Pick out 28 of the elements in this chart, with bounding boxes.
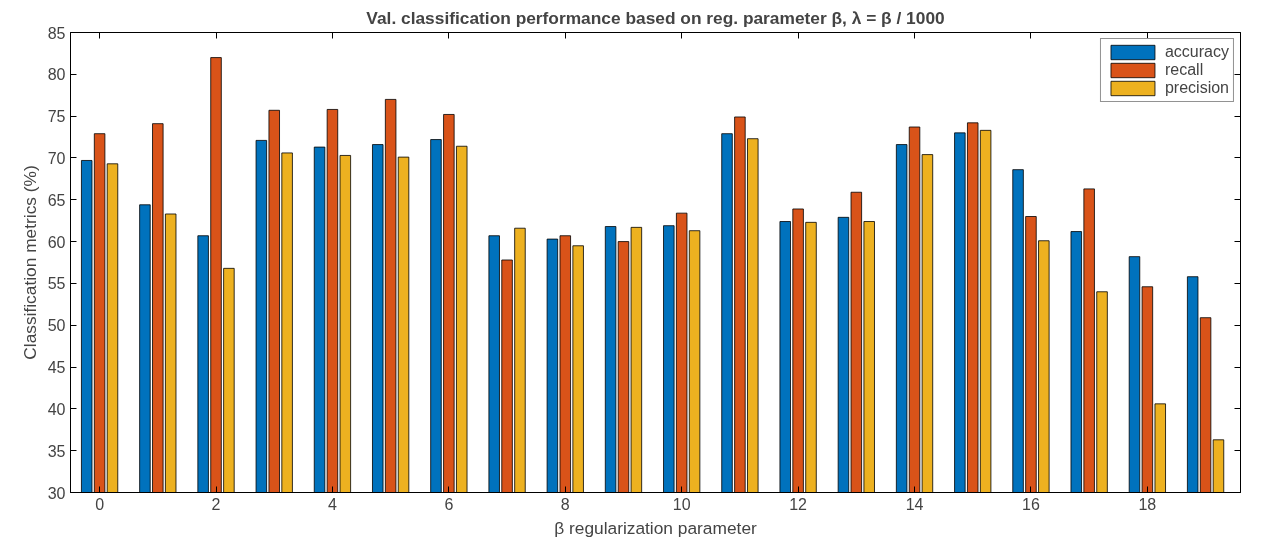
y-axis-title: Classification metrics (%)	[19, 165, 40, 360]
x-tick-label: 6	[444, 495, 454, 513]
y-tick-label: 85	[47, 24, 66, 42]
y-tick-label: 30	[47, 484, 66, 502]
y-tick-label: 80	[47, 66, 66, 84]
x-axis-title: β regularization parameter	[554, 517, 758, 538]
y-tick-label: 35	[47, 442, 66, 460]
legend-label: precision	[1164, 79, 1229, 97]
x-tick-label: 2	[211, 495, 221, 513]
x-tick-label: 12	[789, 495, 808, 513]
x-tick-label: 14	[905, 495, 924, 513]
y-tick-label: 70	[47, 149, 66, 167]
y-tick-label: 60	[47, 233, 66, 251]
y-tick-label: 50	[47, 317, 66, 335]
x-tick-label: 4	[327, 495, 337, 513]
y-tick-label: 65	[47, 191, 66, 209]
y-tick-label: 45	[47, 359, 66, 377]
y-tick-label: 55	[47, 275, 66, 293]
x-tick-label: 10	[672, 495, 691, 513]
x-tick-label: 16	[1022, 495, 1040, 513]
y-tick-label: 75	[47, 108, 66, 126]
chart-title: Val. classification performance based on reg. parameter β, λ = β / 1000	[366, 7, 945, 28]
x-tick-label: 18	[1138, 495, 1157, 513]
legend-label: recall	[1164, 61, 1204, 79]
x-tick-label: 8	[560, 495, 570, 513]
y-tick-label: 40	[47, 400, 66, 418]
legend-label: accuracy	[1164, 43, 1229, 61]
x-tick-label: 0	[95, 495, 105, 513]
